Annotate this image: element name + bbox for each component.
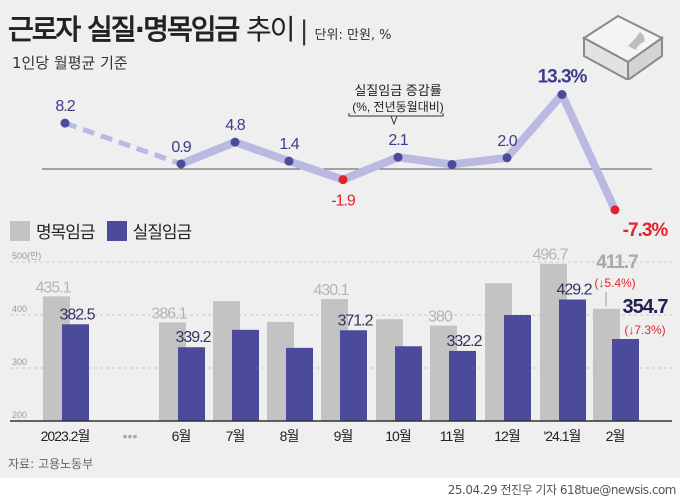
legend-swatch-real [106,220,127,241]
x-tick-label: 8월 [280,428,299,444]
bar-label-nominal: 386.1 [151,305,187,322]
line-data-label: 2.0 [497,133,517,150]
money-stack-icon [576,10,666,80]
line-segment-dashed [64,120,182,167]
bar-real [559,299,586,421]
line-data-label: -7.3% [623,220,669,241]
bar-label-real: 339.2 [175,329,211,346]
x-tick-label: '24.1월 [544,428,581,444]
legend-label-real: 실질임금 [132,223,193,243]
bar-real [612,339,639,421]
bar-real [504,315,531,421]
x-tick-label: 7월 [226,428,245,444]
real-change-label: (↓7.3%) [624,323,665,337]
bar-real [178,347,205,421]
line-data-label: 13.3% [538,67,588,88]
line-title: 실질임금 증감률 [354,83,441,98]
x-tick-label: 2월 [606,428,625,444]
legend: 명목임금 실질임금 [10,218,193,243]
line-data-label: -1.9 [331,193,356,210]
line-point [610,205,620,215]
bar-label-nominal: 496.7 [532,247,568,264]
title-main: 근로자 실질·명목임금 [8,13,240,46]
nominal-change-label: (↓5.4%) [594,276,635,290]
line-point [557,90,567,100]
legend-swatch-nominal [10,220,30,241]
line-data-label: 1.4 [279,136,299,153]
title-suffix: 추이 [245,13,296,46]
line-point [338,175,348,185]
chart-svg: 실질임금 증감률 (%, 전년동월대비) 8.2 0.9 4.8 1.4 -1.9 2.1 2.… [10,67,672,444]
legend-label-nominal: 명목임금 [36,223,96,243]
line-point [393,152,403,162]
bar-real [449,350,476,421]
x-tick-label: 10월 [385,428,411,444]
x-tick-label: 9월 [334,428,353,444]
subtitle: 1인당 월평균 기준 [12,54,128,72]
line-point [447,160,457,170]
bar-label-real: 371.2 [337,312,373,329]
bar-label-nominal: 430.1 [313,282,349,299]
callout-bracket [348,113,444,126]
y-tick-label: 300 [12,357,27,367]
x-tick-label: 12월 [494,428,520,444]
bar-label-nominal: 380 [428,309,453,326]
bar-label-real: 382.5 [59,306,95,323]
line-data-label: 2.1 [388,132,408,149]
bar-real [232,329,259,421]
line-data-label: 0.9 [171,139,191,156]
x-tick-label: 6월 [172,428,191,444]
y-tick-label: 200 [12,410,27,420]
x-tick-label: 11월 [440,428,465,444]
page-title: 근로자 실질·명목임금 추이 | [8,13,309,46]
y-tick-label: 500(만) [12,251,41,261]
bar-label-real: 354.7 [622,296,668,318]
bar-label-nominal: 435.1 [35,279,71,296]
line-point [502,153,512,163]
gap-ellipsis: ••• [123,428,138,444]
bar-real [286,347,313,421]
source-label: 자료: 고용노동부 [8,457,94,471]
bar-real [62,324,89,421]
bar-label-nominal: 411.7 [596,252,638,273]
line-data-label: 4.8 [225,117,245,134]
title-row: 근로자 실질·명목임금 추이 | 단위: 만원, % [8,8,392,48]
y-tick-label: 400 [12,304,27,314]
line-point [176,159,186,169]
line-point [230,137,240,147]
bar-label-real: 332.2 [446,333,482,350]
line-point [60,118,70,128]
line-subtitle: (%, 전년동월대비) [352,100,444,114]
line-data-label: 8.2 [55,98,75,115]
unit-label: 단위: 만원, % [314,28,392,43]
bar-label-real: 429.2 [556,282,592,299]
bar-real [340,330,367,421]
bar-real [395,346,422,421]
x-tick-label: 2023.2월 [41,428,90,444]
line-point [284,156,294,166]
credit-label: 25.04.29 전진우 기자 618tue@newsis.com [447,483,677,497]
